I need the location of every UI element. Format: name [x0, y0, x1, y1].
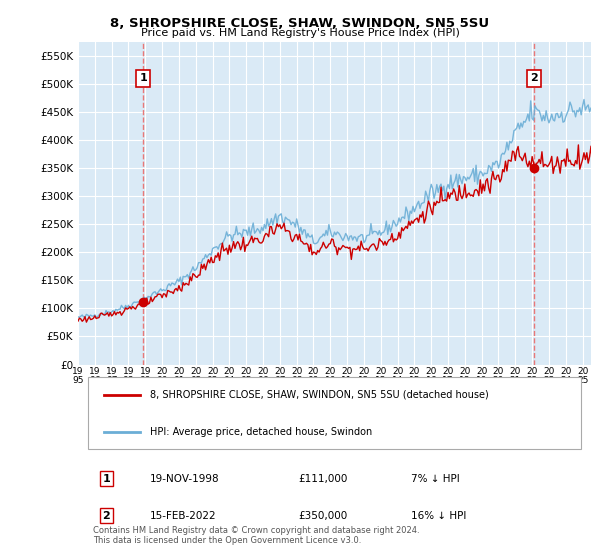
Text: Contains HM Land Registry data © Crown copyright and database right 2024.
This d: Contains HM Land Registry data © Crown c…	[94, 526, 420, 545]
Text: 1: 1	[139, 73, 147, 83]
Text: £111,000: £111,000	[299, 474, 348, 484]
Text: 7% ↓ HPI: 7% ↓ HPI	[412, 474, 460, 484]
Text: HPI: Average price, detached house, Swindon: HPI: Average price, detached house, Swin…	[150, 427, 372, 437]
FancyBboxPatch shape	[88, 377, 581, 449]
Text: Price paid vs. HM Land Registry's House Price Index (HPI): Price paid vs. HM Land Registry's House …	[140, 28, 460, 38]
Text: 19-NOV-1998: 19-NOV-1998	[150, 474, 220, 484]
Text: 16% ↓ HPI: 16% ↓ HPI	[412, 511, 467, 521]
Text: 15-FEB-2022: 15-FEB-2022	[150, 511, 217, 521]
Text: £350,000: £350,000	[299, 511, 348, 521]
Text: 1: 1	[103, 474, 110, 484]
Text: 2: 2	[103, 511, 110, 521]
Text: 8, SHROPSHIRE CLOSE, SHAW, SWINDON, SN5 5SU (detached house): 8, SHROPSHIRE CLOSE, SHAW, SWINDON, SN5 …	[150, 390, 488, 400]
Text: 2: 2	[530, 73, 538, 83]
Text: 8, SHROPSHIRE CLOSE, SHAW, SWINDON, SN5 5SU: 8, SHROPSHIRE CLOSE, SHAW, SWINDON, SN5 …	[110, 17, 490, 30]
